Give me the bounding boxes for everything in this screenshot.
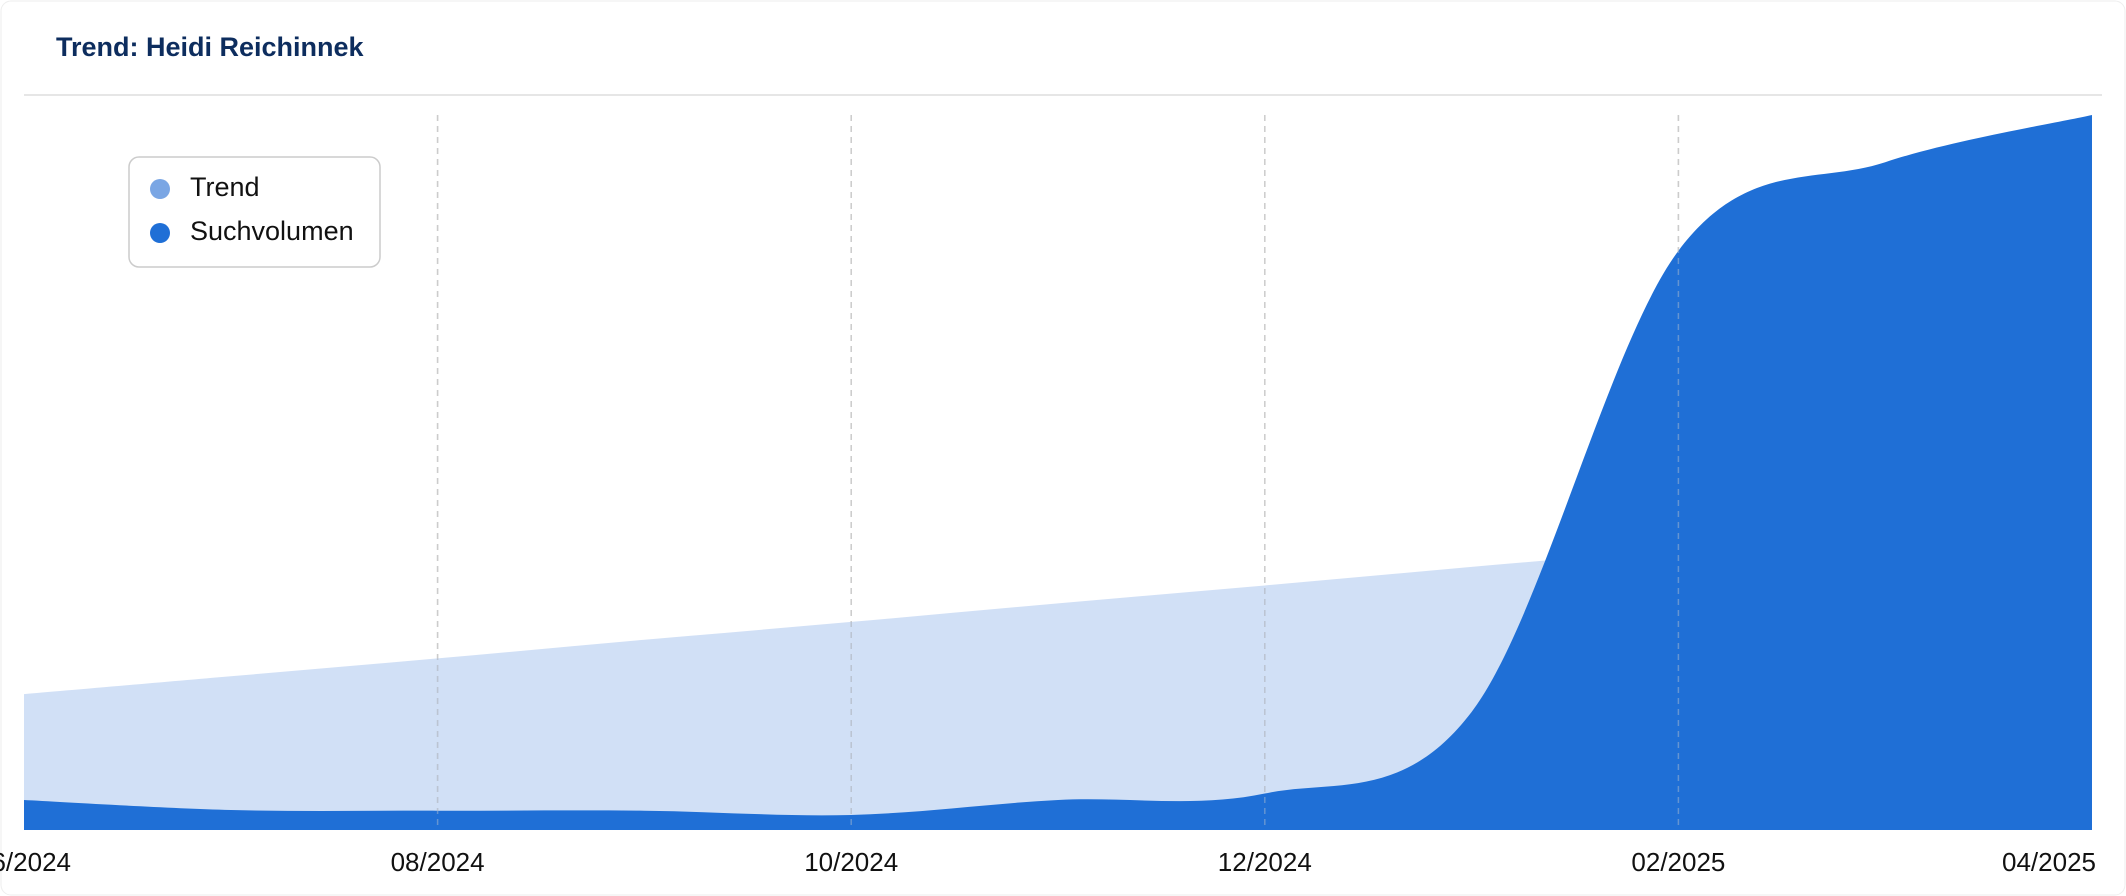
x-tick-label: 08/2024 xyxy=(391,847,485,877)
plot: 06/2024 08/2024 10/2024 12/2024 02/2025 04/20… xyxy=(0,115,2096,877)
legend-marker xyxy=(150,223,170,243)
x-tick-label: 04/2025 xyxy=(2002,847,2096,877)
x-tick-label: 02/2025 xyxy=(1631,847,1725,877)
legend: Trend Suchvolumen xyxy=(128,156,381,268)
x-tick-label: 12/2024 xyxy=(1218,847,1312,877)
x-tick-label: 10/2024 xyxy=(804,847,898,877)
x-tick-label: 06/2024 xyxy=(0,847,71,877)
area xyxy=(24,115,2092,830)
legend-label: Trend xyxy=(190,172,260,202)
legend-marker xyxy=(150,179,170,199)
chart-title: Trend: Heidi Reichinnek xyxy=(56,32,365,62)
legend-box xyxy=(128,156,381,268)
legend-label: Suchvolumen xyxy=(190,216,354,246)
